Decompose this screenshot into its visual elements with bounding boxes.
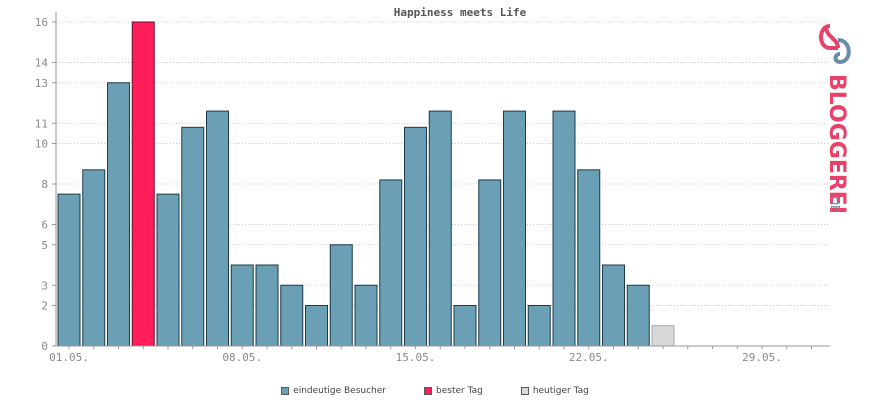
bar: [577, 169, 601, 347]
bar: [181, 126, 205, 347]
legend-label-best-day: bester Tag: [436, 386, 483, 396]
y-tick-label: 3: [41, 279, 48, 292]
y-tick-label: 6: [41, 219, 48, 232]
bar: [57, 193, 81, 347]
bar: [354, 284, 378, 347]
bar: [527, 305, 551, 347]
bar: [428, 110, 452, 347]
bar-today: [651, 325, 675, 347]
legend-item-today: heutiger Tag: [520, 386, 589, 396]
y-tick-label: 13: [35, 77, 48, 90]
bar: [602, 264, 625, 347]
bar: [156, 193, 180, 347]
logo-wordmark: BLOGGEREI: [824, 74, 849, 214]
chart-title: Happiness meets Life: [394, 6, 527, 19]
legend-swatch-best-day: [424, 387, 432, 395]
bar: [230, 264, 254, 347]
x-axis-ticks: 01.05. 08.05. 15.05. 22.05. 29.05.: [49, 346, 812, 364]
legend-label-today: heutiger Tag: [532, 386, 589, 396]
bar: [305, 305, 328, 347]
bar: [379, 179, 403, 347]
bar: [478, 179, 502, 347]
y-tick-label: 11: [35, 117, 48, 130]
bar: [280, 284, 304, 347]
legend-label-visitors: eindeutige Besucher: [293, 386, 386, 396]
bar: [255, 264, 279, 347]
x-tick-label: 15.05.: [396, 351, 436, 364]
bar: [329, 244, 353, 347]
bars-group: [57, 21, 675, 347]
logo-suffix: .DE: [828, 192, 842, 213]
axes: [52, 12, 830, 347]
bloggerei-logo-icon: [819, 24, 851, 65]
y-tick-label: 2: [41, 300, 48, 313]
bloggerei-logo: BLOGGEREI .DE: [819, 24, 851, 214]
bar: [453, 305, 477, 347]
x-tick-label: 29.05.: [742, 351, 782, 364]
legend-item-best-day: bester Tag: [424, 386, 483, 396]
y-tick-label: 14: [35, 57, 49, 70]
y-tick-label: 8: [41, 178, 48, 191]
y-tick-label: 16: [35, 16, 48, 29]
x-tick-label: 08.05.: [222, 351, 262, 364]
y-tick-label: 5: [41, 239, 48, 252]
legend-swatch-today: [520, 387, 529, 395]
y-tick-label: 10: [35, 138, 48, 151]
y-axis-ticks: 0 2 3 5 6 8 10 11 13 14 16: [35, 16, 56, 353]
bar: [552, 110, 576, 347]
legend-item-visitors: eindeutige Besucher: [281, 386, 386, 396]
bar: [82, 169, 106, 347]
y-tick-label: 0: [41, 340, 48, 353]
x-tick-label: 22.05.: [569, 351, 609, 364]
chart-legend: eindeutige Besucher bester Tag heutiger …: [0, 386, 870, 396]
legend-swatch-visitors: [281, 387, 290, 395]
bar: [107, 82, 130, 347]
bar: [404, 126, 427, 347]
x-tick-label: 01.05.: [49, 351, 89, 364]
bar: [503, 110, 526, 347]
bar: [626, 284, 650, 347]
bar: [206, 110, 229, 347]
bar-best-day: [131, 21, 155, 347]
